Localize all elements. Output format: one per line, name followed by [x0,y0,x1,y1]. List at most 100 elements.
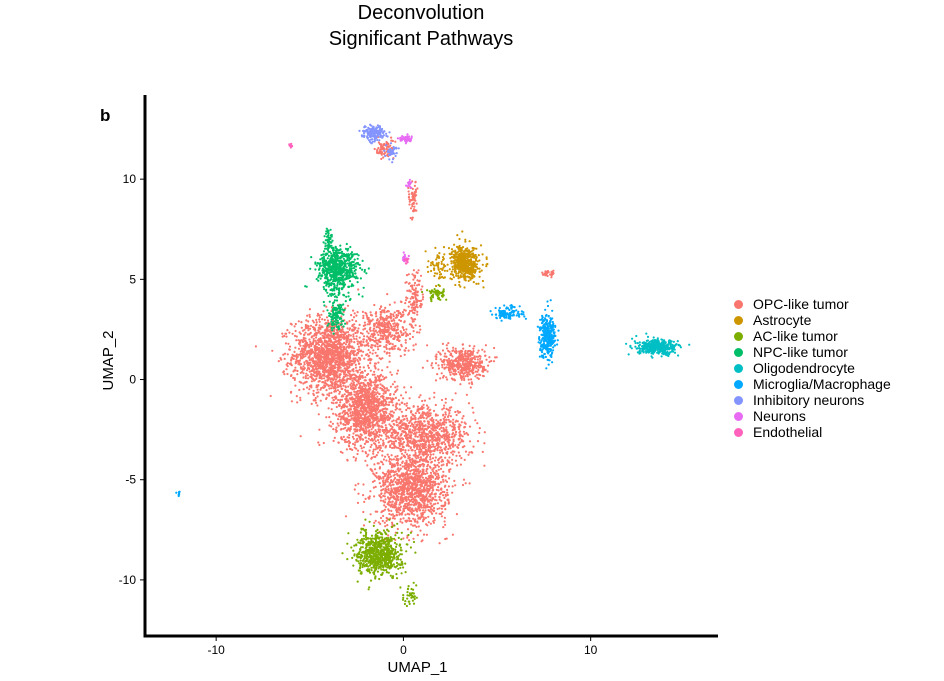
scatter-point [316,355,319,358]
scatter-point [320,340,323,343]
scatter-point [338,403,341,407]
scatter-point [367,437,370,440]
scatter-point [420,513,423,516]
scatter-point [411,460,414,463]
scatter-point [382,509,385,512]
scatter-point [317,441,320,444]
scatter-point [323,367,326,370]
scatter-point [434,379,438,382]
scatter-point [281,335,284,338]
scatter-point [361,385,364,388]
scatter-point [315,401,318,404]
scatter-point [412,432,415,435]
scatter-point [334,366,337,369]
scatter-point [309,327,312,330]
scatter-point [339,352,343,355]
scatter-point [440,515,443,518]
scatter-point [420,438,424,441]
scatter-point [348,408,351,411]
scatter-point [434,482,437,486]
scatter-point [407,467,410,470]
scatter-point [320,313,323,316]
scatter-point [330,367,333,370]
scatter-point [379,516,383,520]
scatter-point [448,461,451,464]
scatter-point [337,385,340,388]
scatter-point [368,422,372,425]
scatter-point [418,480,421,483]
scatter-point [330,425,333,428]
scatter-point [316,388,319,391]
scatter-point [413,503,416,506]
scatter-point [439,451,442,454]
scatter-point [431,486,434,489]
scatter-point [341,349,344,352]
scatter-point [323,318,326,321]
scatter-point [400,442,403,445]
scatter-point [393,502,397,505]
scatter-point [419,420,422,423]
scatter-point [351,410,354,413]
scatter-point [449,444,452,447]
scatter-point [312,365,315,368]
scatter-point [405,463,408,466]
scatter-point [354,428,357,431]
scatter-point [281,332,284,335]
scatter-point [382,463,385,466]
scatter-point [441,408,444,411]
scatter-point [317,329,320,332]
scatter-point [314,399,317,402]
scatter-point [366,411,369,414]
scatter-point [341,343,344,346]
scatter-point [380,434,383,437]
scatter-point [385,387,388,390]
scatter-point [271,349,274,352]
scatter-point [447,414,450,417]
scatter-point [440,449,443,452]
scatter-point [464,450,468,453]
scatter-point [328,366,331,369]
scatter-point [350,405,353,408]
scatter-point [369,439,372,442]
scatter-point [318,428,321,431]
scatter-point [440,464,443,467]
scatter-point [401,415,404,418]
scatter-point [444,508,447,511]
scatter-point [303,350,306,354]
scatter-point [357,288,360,291]
scatter-point [429,498,432,501]
scatter-point [405,417,409,420]
scatter-point [374,429,377,432]
scatter-point [425,456,428,460]
scatter-point [451,458,454,461]
scatter-point [451,442,455,445]
scatter-point [381,395,384,399]
scatter-point [295,353,299,356]
scatter-point [408,407,411,410]
scatter-point [405,505,408,508]
scatter-point [292,354,296,357]
scatter-point [351,352,354,355]
scatter-point [372,426,375,429]
scatter-point [297,347,301,350]
scatter-point [421,476,424,479]
scatter-point [468,451,471,454]
scatter-point [423,502,426,505]
scatter-point [394,493,397,496]
scatter-point [352,335,355,338]
scatter-point [407,449,410,452]
scatter-point [405,408,408,412]
scatter-point [322,336,325,340]
scatter-point [353,446,356,449]
scatter-point [355,354,358,357]
scatter-point [373,383,376,386]
scatter-point [416,520,419,523]
scatter-point [312,350,315,353]
scatter-point [455,413,458,417]
scatter-point [398,506,401,510]
scatter-point [357,492,360,495]
scatter-point [386,524,389,527]
scatter-point [313,353,316,356]
scatter-point [351,379,354,382]
scatter-point [321,360,324,363]
